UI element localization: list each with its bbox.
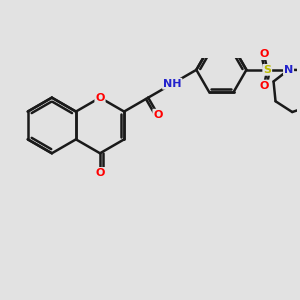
Text: N: N <box>284 65 293 75</box>
Text: S: S <box>263 65 271 75</box>
Text: O: O <box>259 80 269 91</box>
Text: NH: NH <box>163 79 182 89</box>
Text: O: O <box>95 93 105 103</box>
Text: O: O <box>259 49 269 59</box>
Text: O: O <box>95 168 105 178</box>
Text: O: O <box>153 110 163 120</box>
